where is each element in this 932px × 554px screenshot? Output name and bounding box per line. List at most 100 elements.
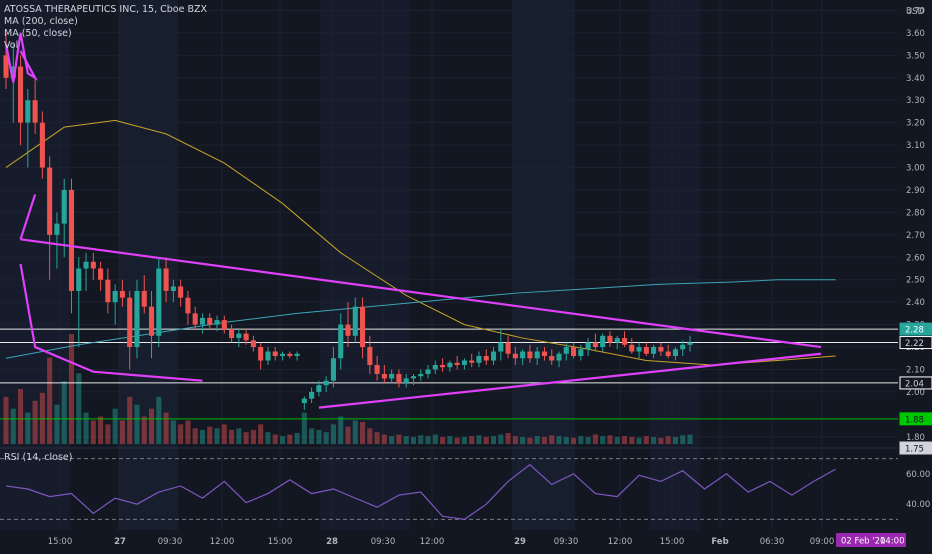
candle-body: [98, 268, 104, 280]
candle-body: [229, 329, 235, 339]
candle-body: [68, 189, 75, 291]
volume-bar: [243, 432, 249, 444]
x-axis-label: 09:30: [158, 537, 183, 547]
volume-bar: [687, 434, 693, 444]
candle-body: [643, 347, 649, 354]
candle-body: [592, 342, 598, 348]
candle-body: [221, 320, 227, 330]
candle-body: [389, 373, 395, 379]
volume-bar: [61, 381, 67, 444]
volume-bar: [18, 389, 24, 444]
volume-bar: [338, 416, 344, 444]
volume-bar: [3, 396, 9, 444]
volume-bar: [345, 426, 351, 444]
candle-body: [629, 344, 635, 352]
volume-bar: [469, 436, 475, 444]
trendline-lower-right[interactable]: [318, 352, 822, 409]
candle-body: [367, 347, 373, 365]
volume-bar: [381, 434, 387, 444]
candle-body: [571, 347, 577, 357]
candle-body: [39, 122, 45, 168]
price-badge-label: 1.75: [905, 445, 924, 455]
volume-bar: [148, 408, 155, 444]
volume-bar: [105, 424, 111, 444]
price-tick-label: 2.40: [906, 298, 925, 308]
session-band: [118, 0, 178, 530]
x-axis-label: 12:00: [210, 537, 235, 547]
x-axis-label: 15:00: [660, 537, 685, 547]
volume-bar: [592, 434, 598, 444]
volume-bar: [629, 436, 635, 444]
candle-body: [83, 261, 89, 269]
candle-body: [54, 223, 60, 235]
volume-bar: [192, 428, 198, 444]
trendline-lower-left[interactable]: [19, 263, 203, 382]
legend-title: ATOSSA THERAPEUTICS INC, 15, Cboe BZX: [4, 4, 208, 15]
volume-bar: [185, 420, 191, 444]
trendline-top-left[interactable]: [4, 32, 39, 83]
candle-body: [425, 369, 431, 374]
volume-bar: [461, 436, 467, 444]
candle-body: [403, 378, 409, 383]
candle-body: [170, 286, 176, 291]
candle-body: [534, 351, 540, 359]
candle-body: [105, 279, 111, 303]
volume-bar: [156, 396, 162, 444]
rsi-tick-label: 40.00: [906, 500, 930, 510]
ma50-line: [5, 119, 836, 366]
volume-bar: [279, 436, 286, 444]
candle-body: [10, 66, 16, 78]
volume-bar: [258, 424, 264, 444]
x-axis-label: 09:30: [371, 537, 396, 547]
candle-body: [192, 313, 198, 325]
candle-body: [119, 290, 125, 298]
candle-body: [134, 290, 140, 348]
price-badge-label: 1.88: [905, 415, 924, 425]
candle-body: [505, 342, 511, 354]
candle-body: [309, 391, 315, 399]
trendline-upper[interactable]: [20, 238, 822, 349]
candle-body: [250, 340, 256, 348]
x-axis-label: 06:30: [760, 537, 785, 547]
volume-bar: [389, 436, 395, 444]
volume-bar: [600, 436, 606, 444]
volume-bar: [54, 404, 60, 444]
x-axis-label: 27: [114, 537, 126, 547]
volume-bar: [410, 436, 417, 444]
price-tick-label: 3.00: [906, 164, 925, 174]
volume-bar: [199, 429, 206, 444]
volume-bar: [360, 422, 366, 444]
currency-label: USD: [906, 7, 925, 17]
volume-bar: [374, 432, 380, 444]
trendline-left-wedge[interactable]: [19, 194, 37, 240]
candle-body: [3, 55, 9, 78]
candle-body: [447, 362, 453, 368]
volume-bar: [250, 429, 256, 444]
volume-bar: [170, 420, 176, 444]
volume-bar: [207, 426, 213, 444]
candle-body: [440, 364, 446, 368]
candle-body: [265, 351, 271, 361]
candle-body: [636, 347, 642, 352]
candle-body: [294, 353, 300, 357]
price-tick-label: 3.40: [906, 74, 925, 84]
volume-bar: [549, 435, 555, 444]
candle-body: [287, 353, 293, 357]
candle-body: [454, 362, 460, 365]
candle-body: [658, 347, 664, 352]
price-badge: [899, 412, 932, 426]
legend-vol: Vol: [4, 40, 19, 51]
x-axis-label: 28: [326, 537, 338, 547]
candle-body: [672, 349, 678, 357]
price-badge: [899, 322, 932, 336]
candle-body: [163, 268, 169, 291]
volume-bar: [490, 436, 497, 444]
volume-bar: [272, 434, 278, 444]
volume-bar: [294, 433, 300, 444]
volume-bar: [396, 434, 402, 444]
volume-bar: [418, 435, 424, 444]
rsi-tick-label: 60.00: [906, 470, 930, 480]
candle-body: [112, 290, 118, 303]
